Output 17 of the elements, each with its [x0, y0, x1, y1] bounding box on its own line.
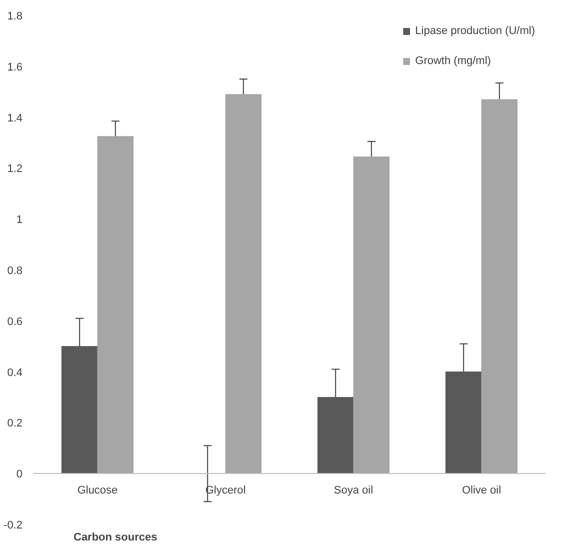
y-tick-label: 1.6 [7, 61, 23, 74]
x-tick-label: Soya oil [334, 484, 374, 497]
y-tick-label: 1.8 [7, 10, 23, 22]
x-axis-title: Carbon sources [74, 532, 158, 544]
x-tick-label: Olive oil [462, 484, 502, 497]
y-tick-label: 0.4 [7, 366, 23, 379]
y-tick-label: 0.2 [7, 418, 23, 430]
y-tick-label: 0 [16, 468, 23, 481]
x-tick-label: Glucose [77, 484, 118, 497]
y-tick-label: 1 [16, 214, 23, 226]
y-tick-label: 1.4 [7, 112, 23, 124]
legend-label: Lipase production (U/ml) [415, 25, 535, 37]
y-tick-label: 0.6 [7, 316, 23, 328]
y-tick-label: -0.2 [4, 520, 23, 532]
y-tick-label: 0.8 [7, 265, 23, 277]
legend-label: Growth (mg/ml) [415, 55, 491, 67]
y-tick-label: 1.2 [7, 163, 23, 176]
